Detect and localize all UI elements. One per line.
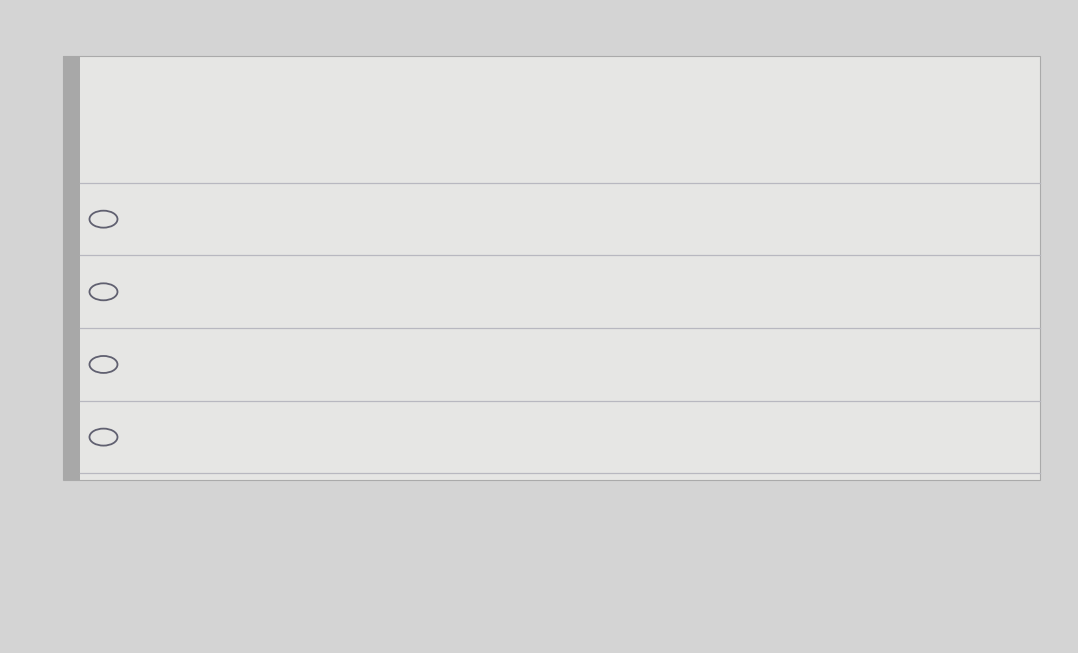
Text: For a consumer, utility maximization occurs at: For a consumer, utility maximization occ… (103, 91, 540, 110)
Text: the intersection of two budget lines: the intersection of two budget lines (138, 210, 450, 228)
Text: the intersection of any two indifference curves: the intersection of any two indifference… (138, 283, 547, 301)
Text: a point of tangency between the budget line and an indifference curve: a point of tangency between the budget l… (138, 428, 758, 446)
Text: any intersection of the budget line with an indifference curve: any intersection of the budget line with… (138, 355, 674, 374)
